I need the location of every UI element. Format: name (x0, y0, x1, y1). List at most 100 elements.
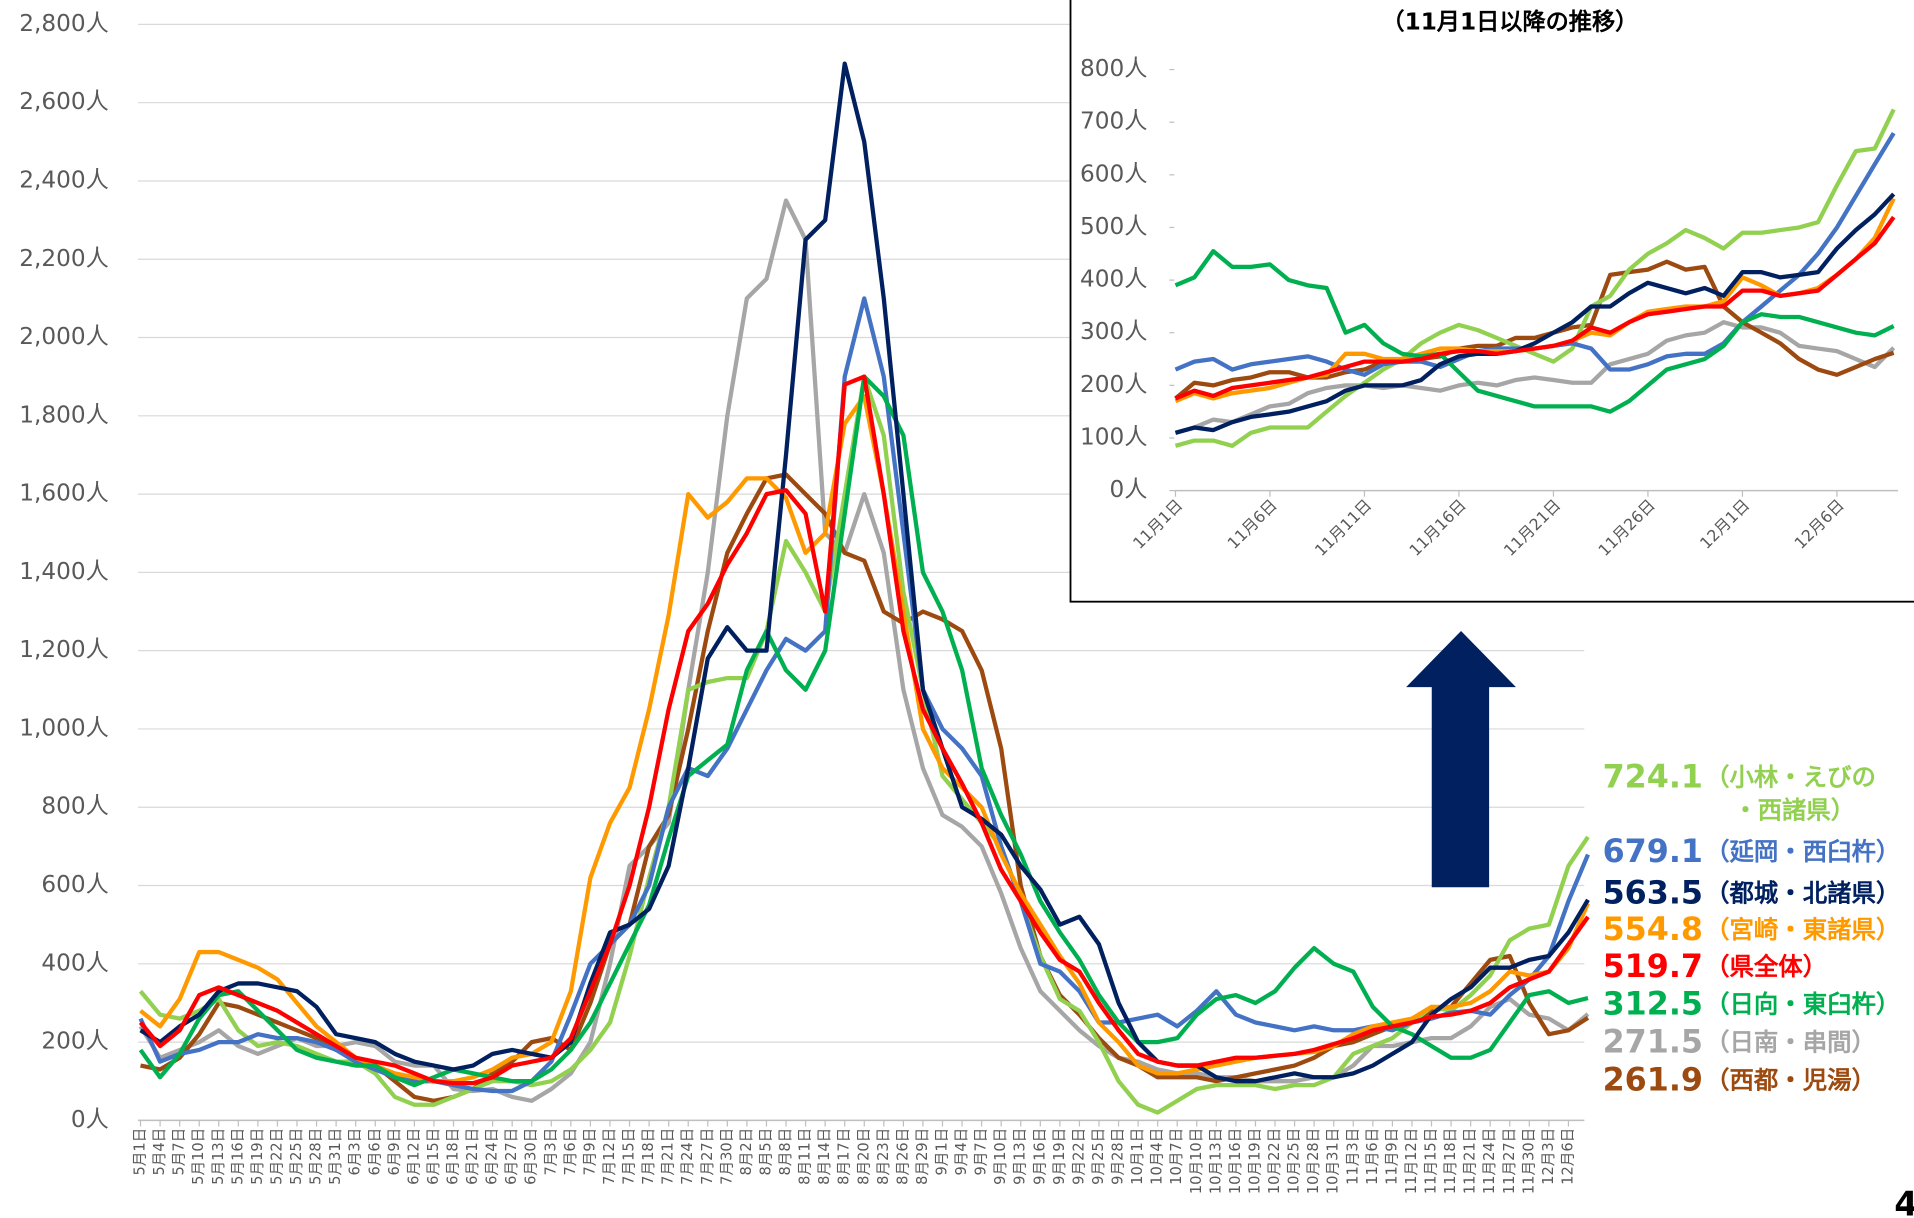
y-tick-label: 600人 (41, 871, 108, 898)
x-tick-label: 6月21日 (464, 1128, 481, 1185)
y-tick-label: 300人 (1080, 318, 1147, 345)
y-tick-label: 800人 (1080, 55, 1147, 82)
x-tick-label: 7月9日 (581, 1128, 598, 1176)
y-tick-label: 2,800人 (19, 10, 109, 37)
y-tick-label: 200人 (1080, 371, 1147, 398)
x-tick-label: 8月17日 (836, 1128, 853, 1185)
series-line (139, 61, 1590, 1084)
x-tick-label: 11月3日 (1344, 1128, 1361, 1185)
x-tick-label: 5月1日 (132, 1128, 149, 1176)
x-tick-label: 6月6日 (366, 1128, 383, 1176)
x-tick-label: 10月7日 (1168, 1128, 1185, 1185)
x-tick-label: 9月1日 (934, 1128, 951, 1176)
x-tick-label: 9月16日 (1031, 1128, 1048, 1185)
x-tick-label: 10月19日 (1246, 1128, 1263, 1194)
legend-label: （西都・児湯） (1705, 1065, 1876, 1094)
x-tick-label: 10月16日 (1227, 1128, 1244, 1194)
x-tick-label: 7月12日 (601, 1128, 618, 1185)
y-tick-label: 600人 (1080, 160, 1147, 187)
x-tick-label: 9月4日 (953, 1128, 970, 1176)
x-tick-label: 8月8日 (777, 1128, 794, 1176)
main-chart: 0人 200人 400人 600人 800人 1,000人 1,200人 1,400人 1,60… (19, 10, 1900, 1194)
x-tick-label: 8月23日 (875, 1128, 892, 1185)
x-tick-label: 5月10日 (190, 1128, 207, 1185)
x-tick-label: 11月15日 (1423, 1128, 1440, 1194)
legend-label: （宮崎・東諸県） (1705, 915, 1900, 944)
x-tick-label: 10月10日 (1188, 1128, 1205, 1194)
series-line (1174, 259, 1895, 401)
legend-value: 271.5 (1603, 1024, 1703, 1060)
x-tick-label: 9月10日 (992, 1128, 1009, 1185)
x-tick-label: 5月19日 (249, 1128, 266, 1185)
x-tick-label: 9月25日 (1090, 1128, 1107, 1185)
y-tick-label: 2,400人 (19, 166, 109, 193)
x-tick-label: 7月18日 (640, 1128, 657, 1185)
y-tick-label: 800人 (41, 793, 108, 820)
x-tick-label: 9月7日 (973, 1128, 990, 1176)
x-tick-label: 8月11日 (797, 1128, 814, 1185)
x-tick-label: 5月31日 (327, 1128, 344, 1185)
legend-label: （延岡・西臼杵） (1705, 837, 1900, 866)
x-tick-label: 11月21日 (1462, 1128, 1479, 1194)
y-tick-label: 0人 (71, 1106, 109, 1133)
x-tick-label: 7月6日 (562, 1128, 579, 1176)
x-tick-label: 5月22日 (268, 1128, 285, 1185)
arrow (1406, 630, 1516, 888)
x-tick-label: 11月30日 (1520, 1128, 1537, 1194)
x-tick-label: 10月13日 (1207, 1128, 1224, 1194)
series-line (1174, 320, 1896, 435)
series-line (1174, 192, 1896, 435)
y-tick-label: 1,600人 (19, 480, 109, 507)
x-tick-label: 11月18日 (1442, 1128, 1459, 1194)
x-tick-label: 10月4日 (1149, 1128, 1166, 1185)
x-tick-label: 6月12日 (405, 1128, 422, 1185)
x-tick-label: 7月21日 (660, 1128, 677, 1185)
x-tick-label: 11月6日 (1364, 1128, 1381, 1185)
y-tick-label: 2,000人 (19, 323, 109, 350)
x-tick-label: 12月3日 (1540, 1128, 1557, 1185)
y-tick-label: 500人 (1080, 213, 1147, 240)
legend-value: 312.5 (1603, 987, 1703, 1023)
x-tick-label: 6月24日 (484, 1128, 501, 1185)
legend-value: 679.1 (1603, 834, 1703, 870)
y-tick-label: 1,000人 (19, 714, 109, 741)
y-tick-label: 1,200人 (19, 636, 109, 663)
x-tick-label: 12月6日 (1559, 1128, 1576, 1185)
x-tick-label: 11月24日 (1481, 1128, 1498, 1194)
x-tick-label: 7月3日 (542, 1128, 559, 1176)
y-tick-label: 1,800人 (19, 401, 109, 428)
series-line (1174, 249, 1895, 414)
y-tick-label: 700人 (1080, 108, 1147, 135)
x-tick-label: 5月4日 (151, 1128, 168, 1176)
x-tick-label: 10月22日 (1266, 1128, 1283, 1194)
x-tick-label: 7月30日 (718, 1128, 735, 1185)
x-tick-label: 9月28日 (1110, 1128, 1127, 1185)
x-tick-label: 8月26日 (894, 1128, 911, 1185)
x-tick-label: 5月28日 (308, 1128, 325, 1185)
x-tick-label: 6月18日 (444, 1128, 461, 1185)
y-tick-label: 1,400人 (19, 558, 109, 585)
legend-value: 519.7 (1603, 949, 1703, 985)
y-tick-label: 2,200人 (19, 245, 109, 272)
x-tick-label: 8月2日 (738, 1128, 755, 1176)
x-tick-label: 10月28日 (1305, 1128, 1322, 1194)
x-tick-label: 8月5日 (757, 1128, 774, 1176)
legend-value: 554.8 (1603, 912, 1703, 948)
x-tick-label: 10月31日 (1325, 1128, 1342, 1194)
y-tick-label: 400人 (41, 949, 108, 976)
legend-value: 563.5 (1603, 876, 1703, 912)
x-tick-label: 7月27日 (699, 1128, 716, 1185)
x-tick-label: 9月19日 (1051, 1128, 1068, 1185)
y-tick-label: 400人 (1080, 266, 1147, 293)
series-line (138, 374, 1590, 1086)
legend-label: （県全体） (1705, 952, 1827, 981)
series-line (1174, 108, 1896, 448)
x-tick-label: 11月9日 (1383, 1128, 1400, 1185)
series-line (1174, 215, 1896, 401)
x-tick-label: 7月24日 (679, 1128, 696, 1185)
x-tick-label: 5月25日 (288, 1128, 305, 1185)
x-tick-label: 9月22日 (1070, 1128, 1087, 1185)
x-tick-label: 8月14日 (816, 1128, 833, 1185)
y-tick-label: 100人 (1080, 423, 1147, 450)
x-tick-label: 9月13日 (1012, 1128, 1029, 1185)
